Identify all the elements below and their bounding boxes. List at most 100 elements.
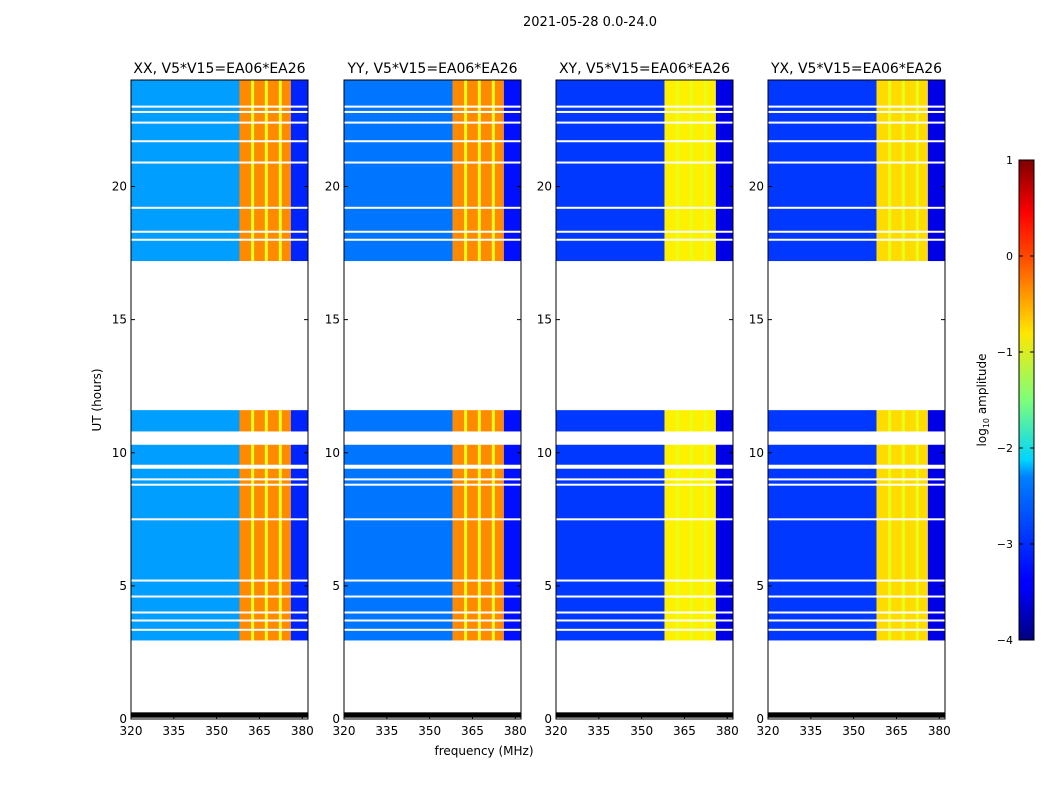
heatmap-cell	[131, 444, 240, 465]
heatmap-cell	[768, 410, 877, 432]
colorbar-tick-label: −1	[997, 346, 1013, 359]
flagged-row	[131, 619, 308, 622]
channel-gap-stripe	[477, 444, 481, 465]
flagged-row	[344, 230, 521, 233]
heatmap-cell	[290, 410, 308, 432]
y-tick-label: 5	[119, 579, 127, 593]
y-tick-label: 0	[544, 712, 552, 726]
heatmap-cell	[503, 444, 521, 465]
heatmap-cell	[927, 80, 945, 262]
flagged-row	[556, 579, 733, 582]
channel-gap-stripe	[264, 468, 268, 641]
y-tick-label: 15	[325, 313, 340, 327]
flagged-row	[131, 105, 308, 108]
x-tick-label: 350	[842, 724, 865, 738]
flagged-row	[344, 595, 521, 598]
flagged-row	[556, 105, 733, 108]
channel-gap-stripe	[703, 444, 707, 465]
x-tick-label: 380	[716, 724, 739, 738]
heatmap-cell	[715, 80, 733, 262]
x-tick-label: 350	[630, 724, 653, 738]
flagged-row	[768, 230, 945, 233]
flagged-row	[768, 619, 945, 622]
flagged-row	[344, 628, 521, 631]
flagged-row	[131, 238, 308, 241]
panel-title: XX, V5*V15=EA06*EA26	[133, 61, 305, 77]
flagged-row	[131, 140, 308, 143]
figure-title: 2021-05-28 0.0-24.0	[523, 15, 657, 30]
channel-gap-stripe	[491, 80, 495, 262]
flagged-row	[556, 110, 733, 113]
flagged-row	[131, 595, 308, 598]
heatmap-cell	[768, 444, 877, 465]
channel-gap-stripe	[491, 444, 495, 465]
flagged-row	[131, 161, 308, 164]
channel-gap-stripe	[264, 80, 268, 262]
channel-gap-stripe	[915, 410, 919, 432]
flagged-row	[344, 478, 521, 481]
flagged-row	[556, 611, 733, 614]
y-tick-label: 20	[749, 180, 764, 194]
channel-gap-stripe	[915, 444, 919, 465]
channel-gap-stripe	[689, 80, 693, 262]
y-tick-label: 20	[325, 180, 340, 194]
heatmap-cell	[131, 410, 240, 432]
flagged-row	[344, 110, 521, 113]
heatmap-cell	[715, 444, 733, 465]
heatmap-cell	[344, 468, 453, 641]
flagged-row	[556, 121, 733, 124]
x-tick-label: 320	[333, 724, 356, 738]
flagged-row	[344, 161, 521, 164]
flagged-row	[556, 619, 733, 622]
channel-gap-stripe	[491, 468, 495, 641]
panel-1: YY, V5*V15=EA06*EA26 320 335 350 365 380 0 5 10 1…	[325, 61, 527, 738]
flagged-row	[768, 140, 945, 143]
x-tick-label: 335	[162, 724, 185, 738]
heatmap-cell	[927, 444, 945, 465]
flagged-row	[556, 238, 733, 241]
flagged-row	[131, 611, 308, 614]
y-tick-label: 5	[756, 579, 764, 593]
channel-gap-stripe	[901, 410, 905, 432]
flagged-row	[768, 238, 945, 241]
channel-gap-stripe	[264, 410, 268, 432]
channel-gap-stripe	[888, 80, 892, 262]
flagged-row	[344, 579, 521, 582]
flagged-row	[768, 518, 945, 521]
x-tick-label: 365	[673, 724, 696, 738]
channel-gap-stripe	[278, 410, 282, 432]
flagged-row	[131, 628, 308, 631]
y-tick-label: 10	[749, 446, 764, 460]
channel-gap-stripe	[703, 80, 707, 262]
channel-gap-stripe	[703, 410, 707, 432]
colorbar-label: log10 amplitude	[975, 354, 991, 447]
axes-frame	[343, 79, 522, 720]
flagged-row	[768, 121, 945, 124]
y-axis-label: UT (hours)	[90, 368, 104, 431]
flagged-row	[131, 206, 308, 209]
colorbar: 1 0 −1 −2 −3 −4 log10 amplitude	[975, 154, 1035, 647]
channel-gap-stripe	[676, 80, 680, 262]
heatmap-cell	[927, 468, 945, 641]
flagged-row	[768, 483, 945, 486]
x-tick-label: 365	[248, 724, 271, 738]
panel-2: XY, V5*V15=EA06*EA26 320 335 350 365 380 0 5 10 1…	[537, 61, 739, 738]
data-segment	[344, 712, 521, 718]
y-tick-label: 10	[325, 446, 340, 460]
colorbar-gradient	[1018, 159, 1035, 641]
y-tick-label: 0	[756, 712, 764, 726]
heatmap-cell	[503, 468, 521, 641]
heatmap-cell	[131, 468, 240, 641]
flagged-row	[344, 611, 521, 614]
colorbar-tick-label: −4	[997, 634, 1013, 647]
flagged-row	[131, 483, 308, 486]
x-tick-label: 350	[205, 724, 228, 738]
flagged-row	[768, 161, 945, 164]
channel-gap-stripe	[676, 410, 680, 432]
channel-gap-stripe	[689, 468, 693, 641]
channel-gap-stripe	[464, 444, 468, 465]
channel-gap-stripe	[477, 410, 481, 432]
heatmap-cell	[556, 410, 665, 432]
x-tick-label: 350	[418, 724, 441, 738]
